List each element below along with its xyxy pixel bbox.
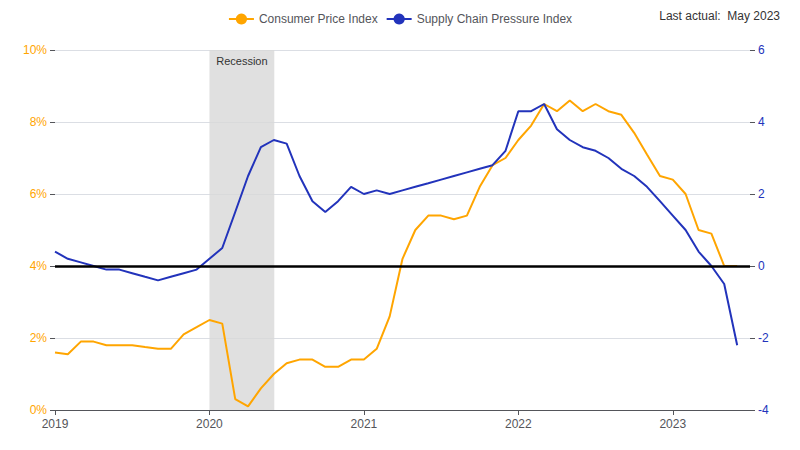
svg-text:2023: 2023: [659, 417, 686, 431]
svg-text:2019: 2019: [42, 417, 69, 431]
svg-text:2021: 2021: [351, 417, 378, 431]
svg-text:-2: -2: [758, 331, 769, 345]
svg-text:8%: 8%: [30, 115, 48, 129]
svg-text:2: 2: [758, 187, 765, 201]
svg-text:6%: 6%: [30, 187, 48, 201]
svg-text:2022: 2022: [505, 417, 532, 431]
svg-text:0: 0: [758, 259, 765, 273]
svg-text:Consumer Price Index: Consumer Price Index: [259, 12, 378, 26]
svg-text:Last actual: May 2023: Last actual: May 2023: [659, 9, 780, 23]
svg-text:0%: 0%: [30, 403, 48, 417]
svg-text:Recession: Recession: [216, 55, 267, 67]
svg-text:4: 4: [758, 115, 765, 129]
svg-text:6: 6: [758, 43, 765, 57]
svg-text:Supply Chain Pressure Index: Supply Chain Pressure Index: [417, 12, 572, 26]
svg-text:2%: 2%: [30, 331, 48, 345]
svg-text:2020: 2020: [196, 417, 223, 431]
svg-text:-4: -4: [758, 403, 769, 417]
svg-text:4%: 4%: [30, 259, 48, 273]
svg-text:10%: 10%: [23, 43, 47, 57]
